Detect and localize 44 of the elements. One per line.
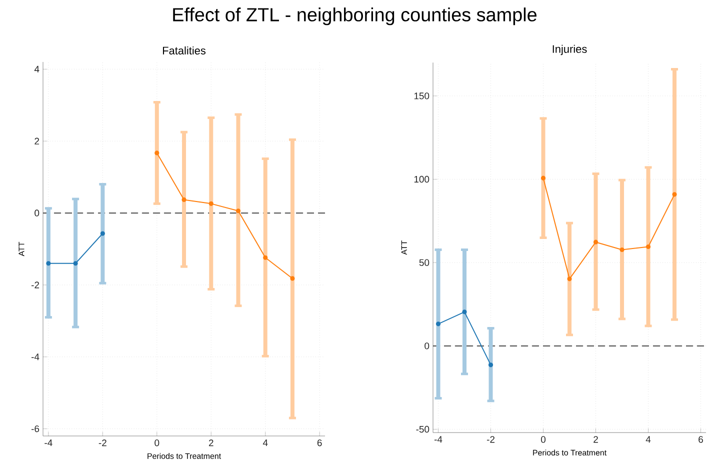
point <box>236 208 241 214</box>
y-tick-label: 2 <box>34 138 40 144</box>
y-tick-label: 150 <box>414 92 430 100</box>
y-tick-label: 0 <box>424 342 430 350</box>
x-tick-label: -4 <box>434 436 442 443</box>
x-tick-label: 4 <box>646 436 651 443</box>
y-tick-label: -50 <box>416 426 430 433</box>
y-tick-label: 50 <box>419 259 430 266</box>
x-tick-label: -4 <box>44 440 52 446</box>
y-tick-label: -6 <box>31 425 40 432</box>
point <box>540 176 546 180</box>
x-tick-label: 0 <box>154 440 160 446</box>
point <box>488 362 494 368</box>
point <box>46 261 51 266</box>
point <box>620 247 624 252</box>
x-tick-label: 2 <box>208 440 214 446</box>
point <box>154 150 160 156</box>
chart-subtitle: Fatalities <box>162 46 206 54</box>
point <box>593 240 598 244</box>
x-tick-label: 6 <box>698 436 703 443</box>
x-tick-label: -2 <box>98 440 106 446</box>
point <box>73 261 78 266</box>
x-tick-label: -2 <box>486 436 494 443</box>
y-tick-label: 4 <box>34 66 40 72</box>
point <box>208 201 214 206</box>
y-tick-label: 0 <box>34 210 40 216</box>
point <box>646 244 651 250</box>
point <box>567 276 572 282</box>
x-tick-label: 0 <box>541 436 546 443</box>
point <box>462 310 467 314</box>
chart-title: Effect of ZTL - neighboring counties sample <box>173 8 537 26</box>
point <box>290 276 295 281</box>
x-tick-label: 2 <box>594 436 598 443</box>
point <box>263 255 268 260</box>
x-tick-label: 4 <box>262 440 268 446</box>
point <box>182 197 186 202</box>
y-tick-label: 100 <box>414 176 430 183</box>
point <box>436 322 441 326</box>
chart-subtitle: Injuries <box>552 44 587 56</box>
y-tick-label: -2 <box>31 282 40 288</box>
x-tick-label: 6 <box>317 440 322 446</box>
point <box>672 192 677 197</box>
point <box>100 231 105 236</box>
y-tick-label: -4 <box>31 354 40 360</box>
